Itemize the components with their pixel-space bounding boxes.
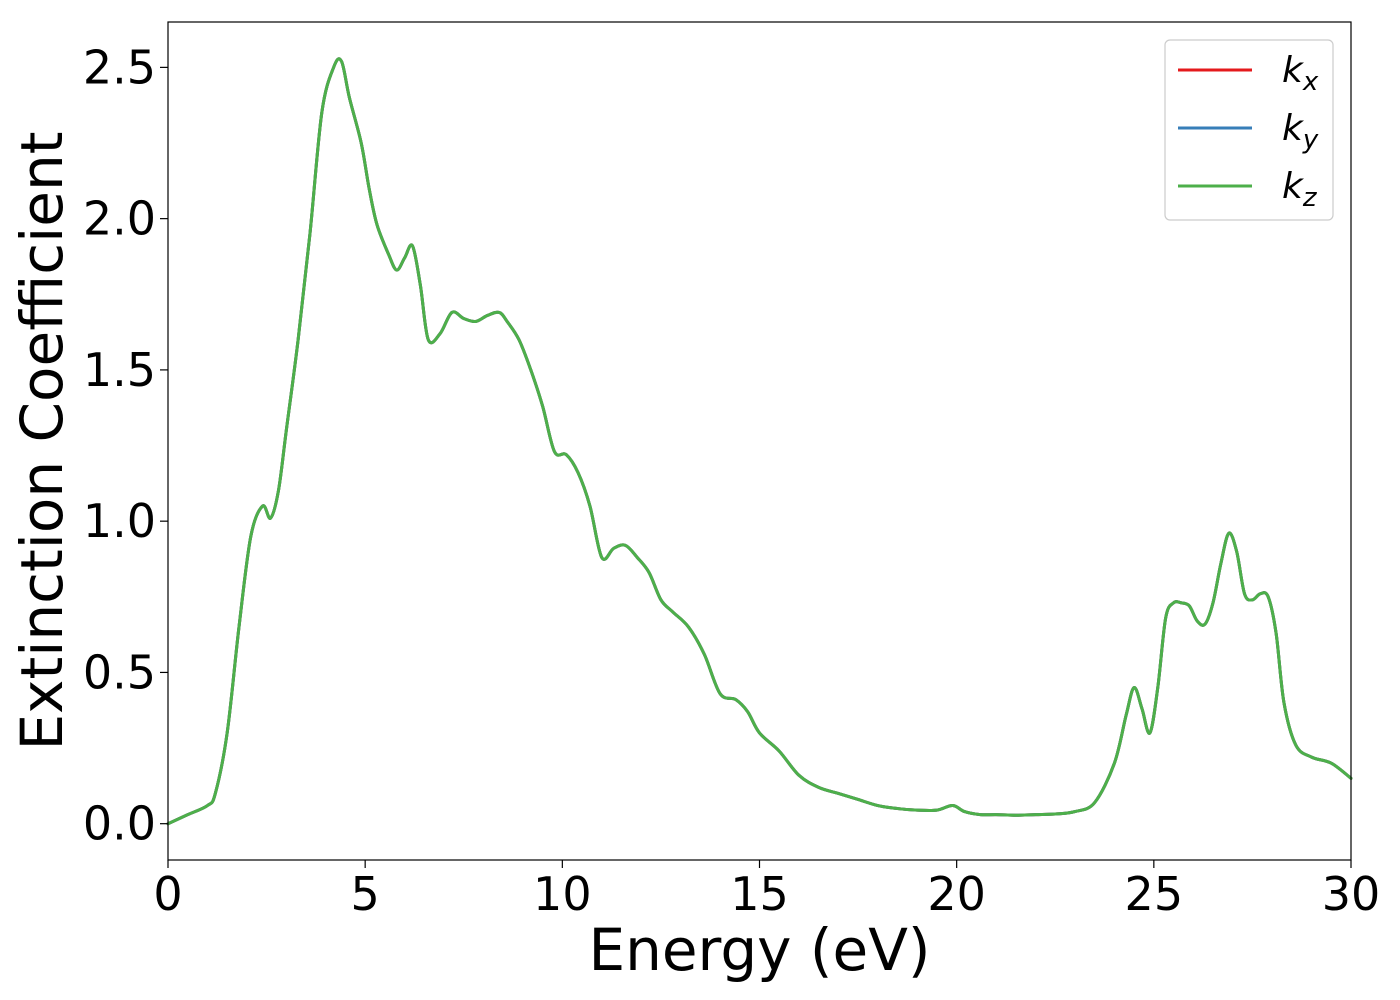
series-line-kz [166,57,1353,826]
x-tick-label: 25 [1125,867,1184,921]
x-tick-label: 15 [730,867,789,921]
series-layer [166,57,1353,826]
y-tick-label: 2.5 [83,40,156,94]
y-tick-label: 0.5 [83,645,156,699]
x-tick-label: 0 [153,867,182,921]
x-axis-label: Energy (eV) [588,916,930,984]
legend-box [1164,39,1334,221]
x-axis-ticks: 0 5 10 15 20 25 30 [153,860,1380,921]
y-axis-ticks: 0.0 0.5 1.0 1.5 2.0 2.5 [83,40,168,851]
x-tick-label: 30 [1322,867,1381,921]
y-tick-label: 1.0 [83,494,156,548]
y-tick-label: 2.0 [83,192,156,246]
y-axis-label: Extinction Coefficient [8,132,76,751]
x-tick-label: 10 [533,867,592,921]
x-tick-label: 5 [351,867,380,921]
y-tick-label: 0.0 [83,797,156,851]
x-tick-label: 20 [927,867,986,921]
y-tick-label: 1.5 [83,343,156,397]
